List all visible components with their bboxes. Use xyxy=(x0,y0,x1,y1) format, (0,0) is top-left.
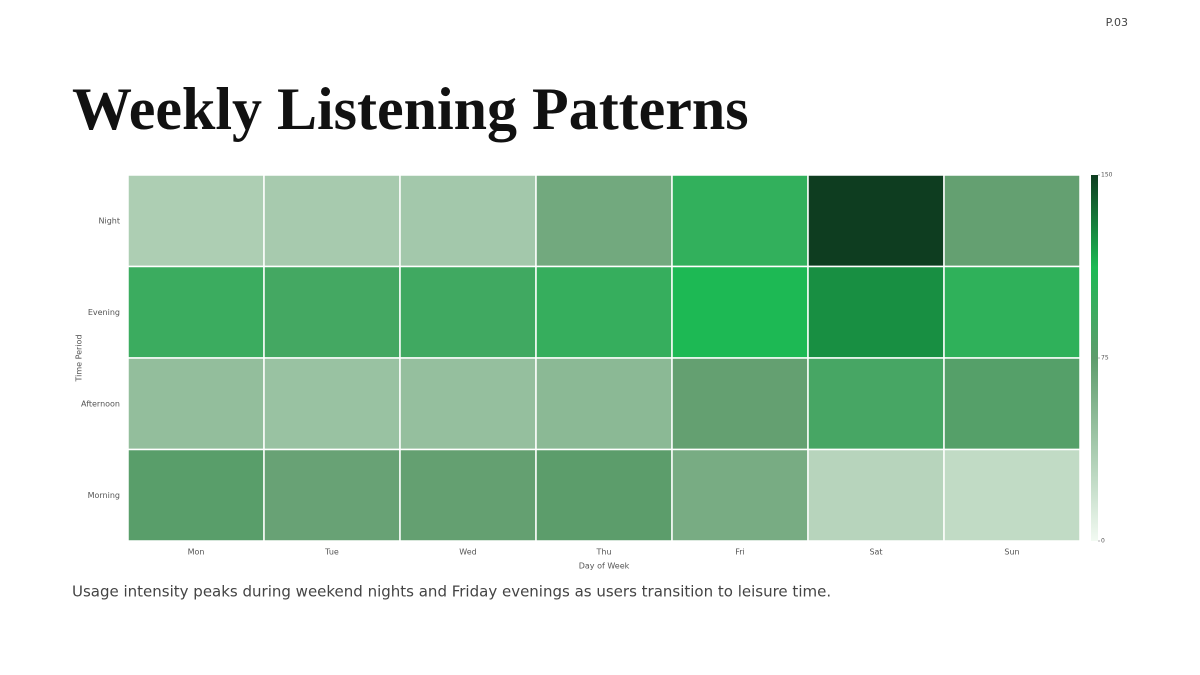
heatmap-cell xyxy=(671,174,809,268)
heatmap-cell xyxy=(399,448,537,542)
heatmap-cell xyxy=(943,174,1081,268)
page-number: P.03 xyxy=(1106,16,1128,29)
colorbar-tick-label: 150 xyxy=(1101,172,1113,179)
heatmap-cell xyxy=(263,265,401,359)
heatmap-cell xyxy=(127,174,265,268)
x-tick-label: Thu xyxy=(595,548,611,557)
heatmap-cell xyxy=(399,265,537,359)
heatmap-cell xyxy=(943,448,1081,542)
x-tick-label: Sun xyxy=(1004,548,1019,557)
slide-title: Weekly Listening Patterns xyxy=(72,76,749,142)
heatmap-cell xyxy=(671,265,809,359)
heatmap-cell xyxy=(807,174,945,268)
heatmap-cell xyxy=(943,265,1081,359)
x-tick-label: Fri xyxy=(735,548,745,557)
heatmap-cell xyxy=(807,265,945,359)
heatmap-cell xyxy=(399,174,537,268)
y-tick-label: Morning xyxy=(88,491,120,500)
heatmap-cell xyxy=(263,174,401,268)
heatmap-cell xyxy=(535,174,673,268)
heatmap-cell xyxy=(535,448,673,542)
colorbar xyxy=(1091,175,1098,541)
y-tick-label: Evening xyxy=(88,308,120,317)
heatmap-cell xyxy=(807,448,945,542)
heatmap-cell xyxy=(263,448,401,542)
heatmap-cell xyxy=(535,357,673,451)
heatmap-cell xyxy=(535,265,673,359)
heatmap-cell xyxy=(807,357,945,451)
heatmap-cell xyxy=(127,265,265,359)
caption: Usage intensity peaks during weekend nig… xyxy=(72,583,831,601)
heatmap-cell xyxy=(263,357,401,451)
heatmap-cell xyxy=(943,357,1081,451)
x-axis-label: Day of Week xyxy=(579,562,630,571)
x-tick-label: Sat xyxy=(869,548,882,557)
heatmap-cell xyxy=(127,448,265,542)
heatmap-cell xyxy=(127,357,265,451)
colorbar-tick-label: 0 xyxy=(1101,538,1105,545)
y-tick-label: Night xyxy=(99,216,121,225)
y-tick-label: Afternoon xyxy=(81,399,120,408)
heatmap-cell xyxy=(671,448,809,542)
heatmap-cell xyxy=(399,357,537,451)
x-tick-label: Tue xyxy=(324,548,339,557)
colorbar-tick-label: 75 xyxy=(1101,355,1109,362)
heatmap-cell xyxy=(671,357,809,451)
y-axis-label: Time Period xyxy=(75,334,84,382)
x-tick-label: Wed xyxy=(459,548,476,557)
x-tick-label: Mon xyxy=(188,548,205,557)
